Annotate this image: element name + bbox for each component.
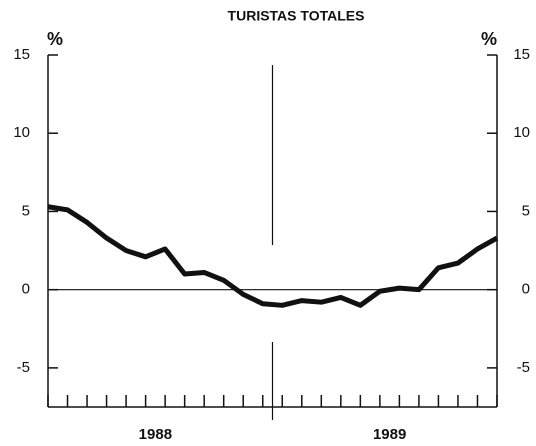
y2-tick-label: 5 <box>522 202 530 219</box>
x-tick-label: 1988 <box>139 426 172 443</box>
y-tick-label: -5 <box>17 359 30 376</box>
y-tick-label: 5 <box>22 202 30 219</box>
x-tick-label: 1989 <box>373 426 406 443</box>
y2-tick-label: 0 <box>522 281 530 298</box>
y-unit: % <box>47 29 63 49</box>
y2-unit: % <box>481 29 497 49</box>
y2-tick-label: 15 <box>513 46 530 63</box>
y-tick-label: 15 <box>13 46 30 63</box>
y2-tick-label: 10 <box>513 124 530 141</box>
y2-tick-label: -5 <box>517 359 530 376</box>
data-line <box>47 204 499 308</box>
chart-title: TURISTAS TOTALES <box>228 8 365 24</box>
y-tick-label: 0 <box>22 281 30 298</box>
y-tick-label: 10 <box>13 124 30 141</box>
